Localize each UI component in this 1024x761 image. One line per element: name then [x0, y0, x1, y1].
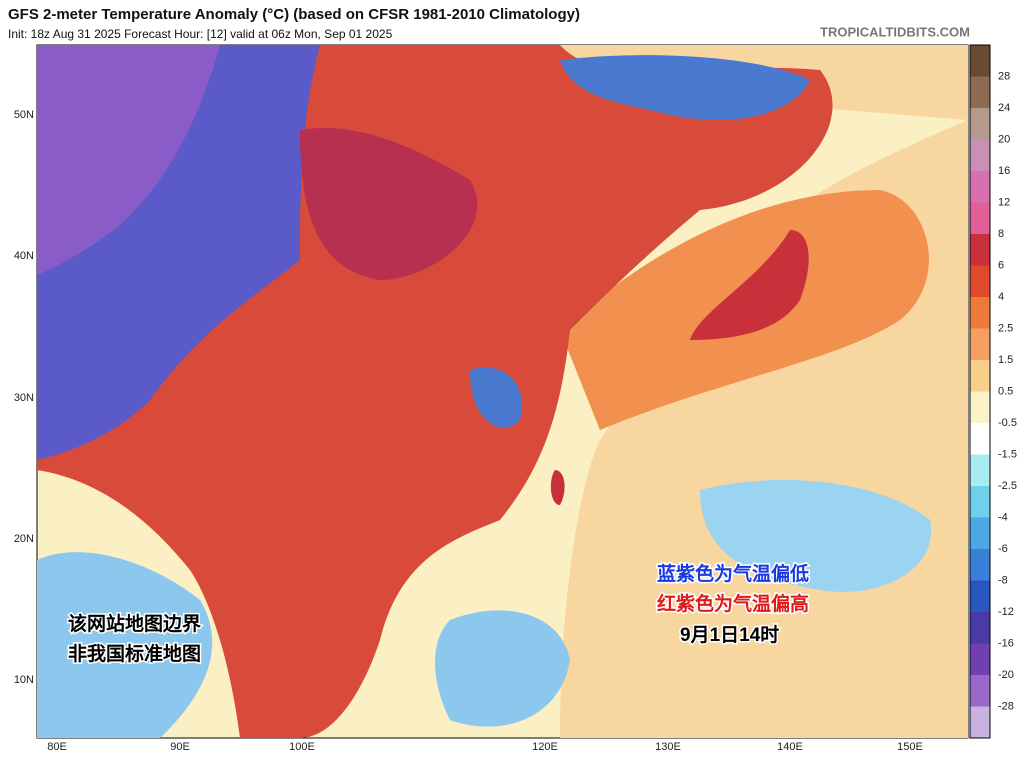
colorbar-cell	[970, 45, 990, 77]
lat-label: 30N	[14, 392, 34, 404]
lon-label: 100E	[289, 741, 315, 753]
colorbar-cell	[970, 706, 990, 739]
colorbar-label: 24	[998, 102, 1010, 114]
colorbar-label: -2.5	[998, 480, 1017, 492]
ocean-warm	[37, 45, 968, 738]
cold-northeast	[560, 55, 810, 120]
annotation-cold: 蓝紫色为气温偏低	[657, 562, 809, 585]
lon-label: 90E	[170, 741, 190, 753]
colorbar-cell	[970, 328, 990, 361]
lon-label: 80E	[47, 741, 67, 753]
lon-label: 130E	[655, 741, 681, 753]
colorbar-label: 12	[998, 196, 1010, 208]
colorbar-cell	[970, 517, 990, 550]
colorbar-cell	[970, 360, 990, 392]
lon-label: 150E	[897, 741, 923, 753]
lat-label: 20N	[14, 533, 34, 545]
colorbar-label: 6	[998, 259, 1004, 271]
colorbar-label: 2.5	[998, 322, 1013, 334]
colorbar-cell	[970, 675, 990, 707]
colorbar-cell	[970, 202, 990, 235]
colorbar-frame	[969, 44, 991, 739]
colorbar-cell	[970, 108, 990, 140]
colorbar-cell	[970, 391, 990, 424]
annotation-note: 非我国标准地图	[68, 642, 201, 665]
annotation-note: 该网站地图边界	[68, 612, 201, 635]
colorbar-label: -4	[998, 511, 1008, 523]
lat-label: 10N	[14, 674, 34, 686]
subtitle: Init: 18z Aug 31 2025 Forecast Hour: [12…	[8, 27, 393, 41]
colorbar-cell	[970, 234, 990, 266]
colorbar-label: 1.5	[998, 354, 1013, 366]
lon-label: 140E	[777, 741, 803, 753]
taiwan	[550, 470, 565, 505]
colorbar-label: -1.5	[998, 448, 1017, 460]
annotation-warm: 红紫色为气温偏高	[657, 592, 809, 615]
watermark: TROPICALTIDBITS.COM	[820, 24, 970, 39]
colorbar-cell	[970, 549, 990, 581]
cold-patch	[470, 367, 522, 428]
cold-sea	[435, 610, 570, 727]
warm-core	[300, 128, 478, 280]
colorbar-label: 4	[998, 291, 1004, 303]
colorbar-label: -16	[998, 637, 1014, 649]
map	[36, 44, 969, 739]
colorbar-label: 28	[998, 70, 1010, 82]
colorbar-label: -12	[998, 606, 1014, 618]
colorbar-cell	[970, 139, 990, 172]
colorbar-cell	[970, 265, 990, 298]
colorbar-label: -6	[998, 543, 1008, 555]
colorbar-cell	[970, 454, 990, 487]
colorbar-label: -20	[998, 669, 1014, 681]
cold-purple	[37, 45, 220, 275]
colorbar-cell	[970, 486, 990, 518]
colorbar-label: -8	[998, 574, 1008, 586]
title: GFS 2-meter Temperature Anomaly (°C) (ba…	[8, 6, 580, 23]
japan	[690, 230, 809, 340]
lon-label: 120E	[532, 741, 558, 753]
lat-label: 40N	[14, 250, 34, 262]
colorbar-cell	[970, 297, 990, 329]
colorbar-cell	[970, 612, 990, 644]
colorbar-cell	[970, 580, 990, 613]
colorbar-label: 20	[998, 133, 1010, 145]
colorbar-cell	[970, 76, 990, 109]
colorbar-cell	[970, 171, 990, 203]
colorbar-cell	[970, 643, 990, 676]
colorbar-label: 16	[998, 165, 1010, 177]
annotation-time: 9月1日14时	[680, 624, 779, 646]
cold-bay	[37, 552, 213, 738]
colorbar-label: -28	[998, 700, 1014, 712]
colorbar-label: 8	[998, 228, 1004, 240]
lat-label: 50N	[14, 109, 34, 121]
cold-pacific	[700, 480, 932, 592]
colorbar-cell	[970, 423, 990, 455]
colorbar-label: 0.5	[998, 385, 1013, 397]
colorbar-label: -0.5	[998, 417, 1017, 429]
